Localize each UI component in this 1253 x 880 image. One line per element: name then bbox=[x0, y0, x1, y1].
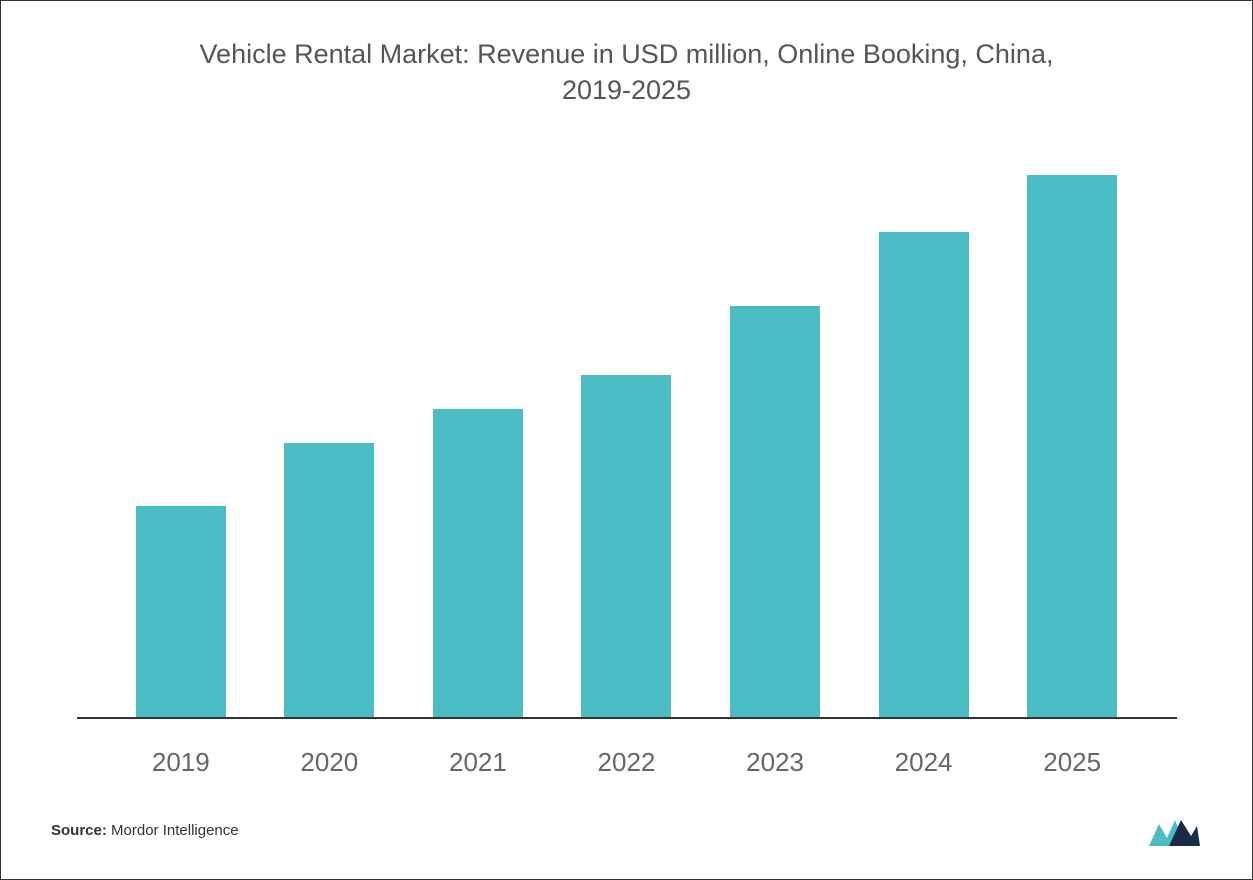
source-value: Mordor Intelligence bbox=[111, 822, 239, 839]
plot-area bbox=[77, 149, 1177, 719]
bar-2023 bbox=[730, 306, 820, 716]
x-label-4: 2023 bbox=[730, 747, 820, 778]
bar-2025 bbox=[1027, 175, 1117, 717]
x-label-1: 2020 bbox=[284, 747, 374, 778]
mordor-logo-icon bbox=[1147, 816, 1202, 851]
source-attribution: Source: Mordor Intelligence bbox=[51, 822, 239, 839]
x-label-0: 2019 bbox=[136, 747, 226, 778]
x-label-6: 2025 bbox=[1027, 747, 1117, 778]
source-label: Source: bbox=[51, 822, 107, 839]
chart-container: Vehicle Rental Market: Revenue in USD mi… bbox=[0, 0, 1253, 880]
x-label-3: 2022 bbox=[581, 747, 671, 778]
bar-2022 bbox=[581, 375, 671, 717]
bar-2021 bbox=[433, 409, 523, 717]
bars-wrapper bbox=[77, 149, 1177, 717]
bar-2024 bbox=[879, 232, 969, 717]
bar-2019 bbox=[136, 506, 226, 717]
x-label-5: 2024 bbox=[879, 747, 969, 778]
bar-2020 bbox=[284, 443, 374, 717]
chart-title: Vehicle Rental Market: Revenue in USD mi… bbox=[177, 36, 1077, 109]
x-axis-labels: 2019 2020 2021 2022 2023 2024 2025 bbox=[77, 747, 1177, 778]
x-label-2: 2021 bbox=[433, 747, 523, 778]
